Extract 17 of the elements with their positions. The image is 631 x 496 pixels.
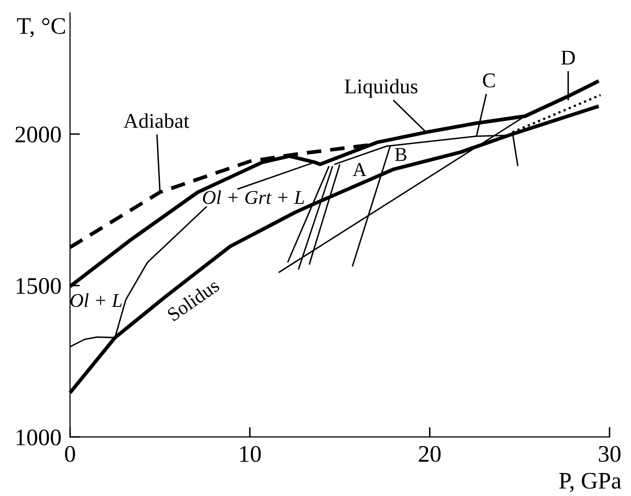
y-axis-title: T, °C xyxy=(17,18,65,38)
annotation: D xyxy=(561,50,575,65)
y-tick-label: 2000 xyxy=(16,126,61,142)
x-tick-label: 20 xyxy=(418,446,441,462)
y-tick-label: 1000 xyxy=(16,429,61,446)
annotation: A xyxy=(352,163,366,176)
annotation: Ol + Grt + L xyxy=(202,190,304,204)
y-tick-label: 1500 xyxy=(16,278,61,294)
annotation: B xyxy=(395,148,406,161)
x-tick-label: 0 xyxy=(65,446,76,462)
annotation: Adiabat xyxy=(124,113,190,128)
annotation: Liquidus xyxy=(344,78,418,98)
x-axis-title: P, GPa xyxy=(559,472,622,492)
annotation: Ol + L xyxy=(70,293,122,308)
annotation: C xyxy=(482,73,495,88)
x-tick-label: 30 xyxy=(598,446,620,462)
x-tick-label: 10 xyxy=(240,446,261,462)
